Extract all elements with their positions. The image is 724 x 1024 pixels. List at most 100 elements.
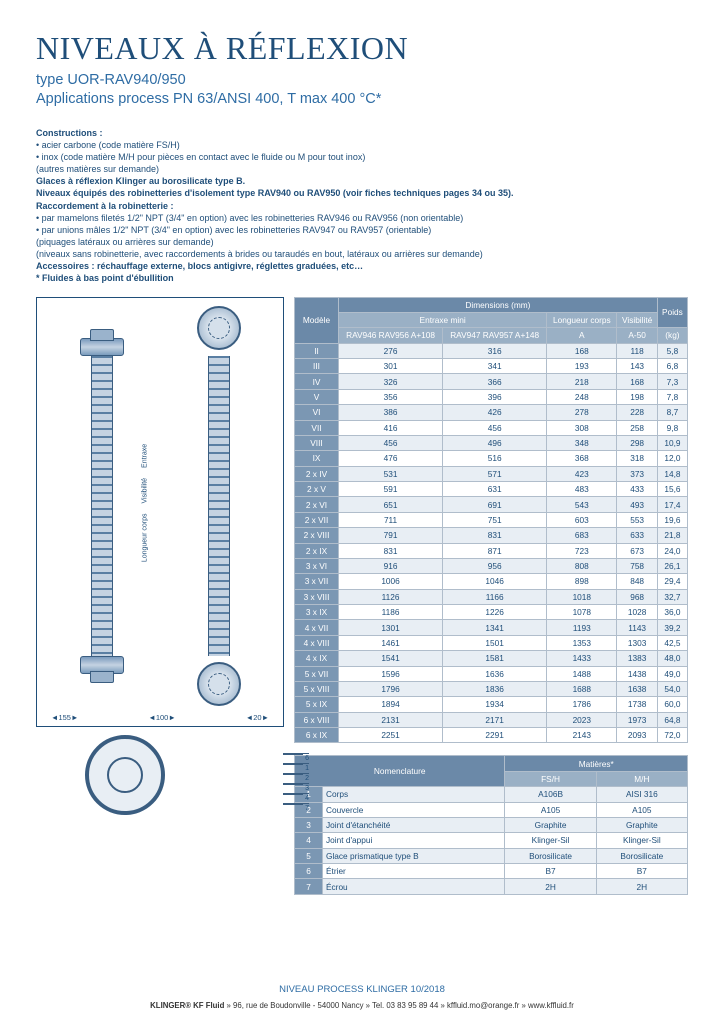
- table-cell: 316: [443, 343, 547, 358]
- table-cell: 2 x VIII: [295, 528, 339, 543]
- table-cell: 1143: [617, 620, 657, 635]
- footer-line1: NIVEAU PROCESS KLINGER 10/2018: [0, 984, 724, 995]
- table-cell: Étrier: [323, 864, 505, 879]
- table-cell: 10,9: [657, 435, 687, 450]
- table-cell: 5,8: [657, 343, 687, 358]
- table-cell: 143: [617, 359, 657, 374]
- desc-line: • par unions mâles 1/2" NPT (3/4" en opt…: [36, 224, 688, 236]
- table-cell: Graphite: [596, 817, 687, 832]
- table-cell: 2093: [617, 728, 657, 743]
- table-cell: 633: [617, 528, 657, 543]
- footer-line2: KLINGER® KF Fluid » 96, rue de Boudonvil…: [0, 1001, 724, 1010]
- table-cell: 3 x VII: [295, 574, 339, 589]
- table-cell: AISI 316: [596, 787, 687, 802]
- th-c2: RAV947 RAV957 A+148: [443, 328, 547, 343]
- table-cell: II: [295, 343, 339, 358]
- table-cell: B7: [596, 864, 687, 879]
- table-cell: 368: [547, 451, 617, 466]
- table-cell: Écrou: [323, 879, 505, 894]
- table-cell: 1018: [547, 589, 617, 604]
- table-cell: 26,1: [657, 558, 687, 573]
- gauge-left: [80, 338, 124, 674]
- description-block: Constructions : • acier carbone (code ma…: [36, 127, 688, 285]
- table-cell: 2H: [505, 879, 596, 894]
- table-cell: 673: [617, 543, 657, 558]
- table-cell: 416: [339, 420, 443, 435]
- table-cell: 356: [339, 389, 443, 404]
- table-cell: 871: [443, 543, 547, 558]
- table-cell: 2251: [339, 728, 443, 743]
- desc-line: • par mamelons filetés 1/2" NPT (3/4" en…: [36, 212, 688, 224]
- table-cell: 553: [617, 512, 657, 527]
- table-cell: 758: [617, 558, 657, 573]
- table-cell: 228: [617, 405, 657, 420]
- table-cell: 2023: [547, 712, 617, 727]
- dimensions-table: Modèle Dimensions (mm) Poids Entraxe min…: [294, 297, 688, 744]
- th-entraxe: Entraxe mini: [339, 312, 547, 327]
- table-cell: 651: [339, 497, 443, 512]
- table-cell: 1126: [339, 589, 443, 604]
- table-row: 2 x IV53157142337314,8: [295, 466, 688, 481]
- table-cell: Borosilicate: [596, 848, 687, 863]
- table-cell: 1738: [617, 697, 657, 712]
- table-cell: 968: [617, 589, 657, 604]
- table-cell: 1193: [547, 620, 617, 635]
- table-row: 4 x VIII146115011353130342,5: [295, 635, 688, 650]
- table-row: 5 x VII159616361488143849,0: [295, 666, 688, 681]
- table-cell: 2 x VI: [295, 497, 339, 512]
- table-row: 7Écrou2H2H: [295, 879, 688, 894]
- table-cell: 1501: [443, 635, 547, 650]
- diagram-vertical-labels: Longueur corps Visibilité Entraxe: [142, 444, 149, 562]
- table-cell: 168: [547, 343, 617, 358]
- th-visibilite: Visibilité: [617, 312, 657, 327]
- table-cell: 341: [443, 359, 547, 374]
- table-cell: 571: [443, 466, 547, 481]
- table-cell: A106B: [505, 787, 596, 802]
- table-cell: 808: [547, 558, 617, 573]
- table-cell: 683: [547, 528, 617, 543]
- table-cell: 60,0: [657, 697, 687, 712]
- table-cell: A105: [596, 802, 687, 817]
- table-cell: 898: [547, 574, 617, 589]
- cross-section-diagram: 6 1 2 3 4 7: [36, 735, 284, 815]
- table-cell: 4: [295, 833, 323, 848]
- table-cell: Couvercle: [323, 802, 505, 817]
- table-cell: 1636: [443, 666, 547, 681]
- table-cell: 9,8: [657, 420, 687, 435]
- table-cell: 4 x VII: [295, 620, 339, 635]
- th-fsh: FS/H: [505, 771, 596, 786]
- table-cell: 1786: [547, 697, 617, 712]
- table-cell: 6 x VIII: [295, 712, 339, 727]
- table-cell: Glace prismatique type B: [323, 848, 505, 863]
- table-row: 5 x VIII179618361688163854,0: [295, 681, 688, 696]
- table-cell: 691: [443, 497, 547, 512]
- page-title: NIVEAUX À RÉFLEXION: [36, 30, 688, 67]
- table-cell: 301: [339, 359, 443, 374]
- table-cell: 5: [295, 848, 323, 863]
- table-cell: 2 x IX: [295, 543, 339, 558]
- table-cell: Joint d'étanchéité: [323, 817, 505, 832]
- table-cell: 848: [617, 574, 657, 589]
- table-cell: 1836: [443, 681, 547, 696]
- table-cell: Klinger-Sil: [596, 833, 687, 848]
- table-cell: 54,0: [657, 681, 687, 696]
- diagram-bottom-dims: ◄155► ◄100► ◄20►: [37, 713, 283, 722]
- table-cell: 298: [617, 435, 657, 450]
- th-poids: Poids: [657, 297, 687, 328]
- table-row: 2CouvercleA105A105: [295, 802, 688, 817]
- table-cell: 1353: [547, 635, 617, 650]
- table-cell: 1028: [617, 605, 657, 620]
- table-cell: 12,0: [657, 451, 687, 466]
- table-cell: 32,7: [657, 589, 687, 604]
- table-cell: 4 x IX: [295, 651, 339, 666]
- table-cell: 1078: [547, 605, 617, 620]
- table-cell: 8,7: [657, 405, 687, 420]
- table-row: 3 x VII1006104689884829,4: [295, 574, 688, 589]
- table-cell: 456: [339, 435, 443, 450]
- table-cell: Joint d'appui: [323, 833, 505, 848]
- table-cell: 591: [339, 482, 443, 497]
- table-cell: 1461: [339, 635, 443, 650]
- table-row: 2 x IX83187172367324,0: [295, 543, 688, 558]
- table-cell: 326: [339, 374, 443, 389]
- table-cell: III: [295, 359, 339, 374]
